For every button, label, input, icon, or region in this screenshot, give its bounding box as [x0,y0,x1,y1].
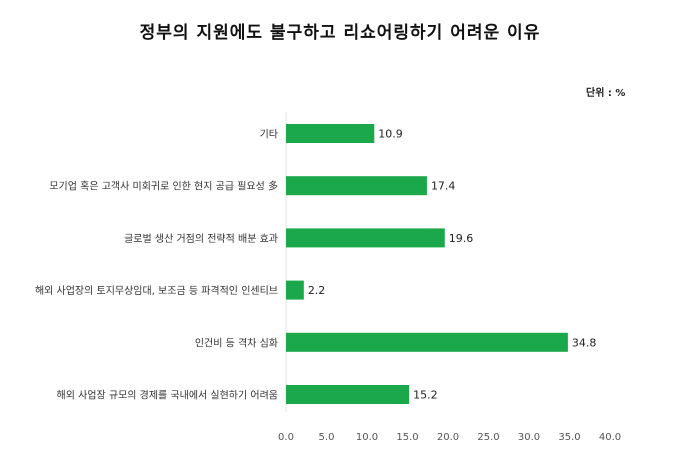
category-label: 글로벌 생산 거점의 전략적 배분 효과 [124,233,278,245]
data-label: 10.9 [378,128,403,141]
chart-title: 정부의 지원에도 불구하고 리쇼어링하기 어려운 이유 [139,23,541,43]
x-tick-label: 0.0 [278,432,294,443]
x-tick-label: 15.0 [396,432,418,443]
data-label: 15.2 [413,389,438,402]
x-tick-label: 20.0 [437,432,459,443]
x-tick-label: 5.0 [319,432,335,443]
bar [286,385,410,404]
data-label: 19.6 [449,232,474,245]
unit-label: 단위 : % [586,88,626,99]
x-tick-label: 35.0 [558,432,580,443]
bar [286,280,304,300]
category-label: 인건비 등 격차 심화 [195,336,278,349]
data-label: 17.4 [431,180,456,193]
category-label: 모기업 혹은 고객사 미회귀로 인한 현지 공급 필요성 多 [49,180,278,193]
x-tick-label: 10.0 [356,432,378,443]
category-label: 해외 사업장 규모의 경제를 국내에서 실현하기 어려움 [57,389,278,402]
category-label: 해외 사업장의 토지무상임대, 보조금 등 파격적인 인센티브 [35,284,278,297]
bar [286,176,427,196]
data-label: 34.8 [572,336,597,349]
bar [286,124,375,143]
bar [286,228,445,248]
category-label: 기타 [260,129,278,141]
x-tick-label: 25.0 [477,432,499,443]
x-tick-label: 30.0 [518,432,540,443]
data-label: 2.2 [308,284,326,297]
bar [286,332,568,352]
x-tick-label: 40.0 [599,432,621,443]
